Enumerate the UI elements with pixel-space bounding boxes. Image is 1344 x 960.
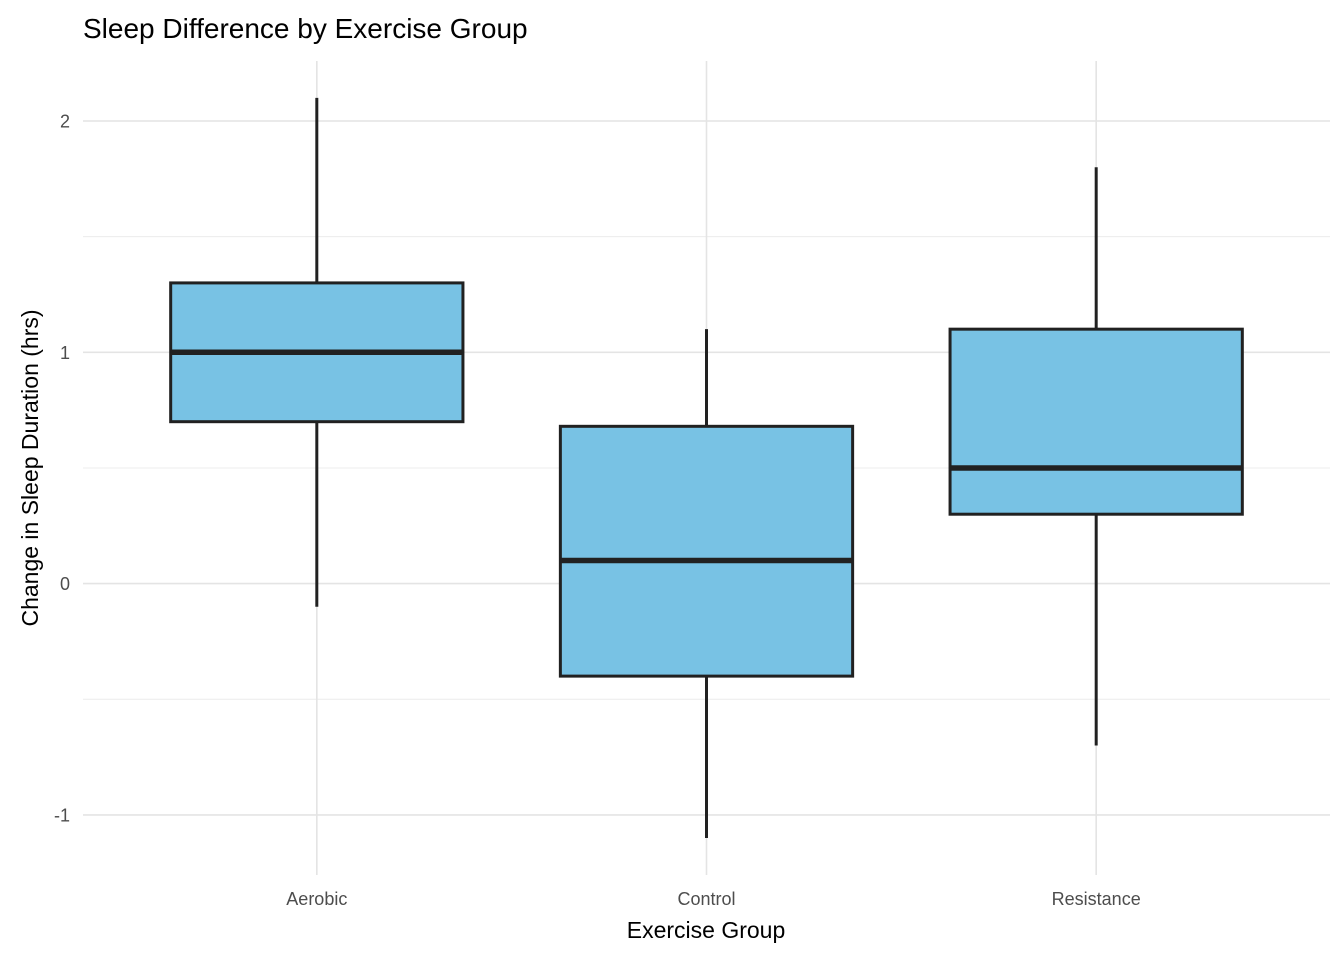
plot-layers: 2 1 0 -1 Aerobic Control Resistance — [54, 61, 1330, 909]
x-tick-label-control: Control — [677, 889, 735, 909]
x-tick-label-aerobic: Aerobic — [286, 889, 347, 909]
chart-title: Sleep Difference by Exercise Group — [83, 13, 528, 44]
y-tick-label: -1 — [54, 805, 70, 825]
y-axis-title: Change in Sleep Duration (hrs) — [17, 309, 43, 626]
y-tick-label: 2 — [60, 112, 70, 132]
y-tick-label: 1 — [60, 343, 70, 363]
y-tick-label: 0 — [60, 574, 70, 594]
box-control — [558, 424, 855, 678]
x-axis-title: Exercise Group — [627, 917, 786, 943]
x-tick-label-resistance: Resistance — [1052, 889, 1141, 909]
box-resistance — [948, 327, 1244, 516]
